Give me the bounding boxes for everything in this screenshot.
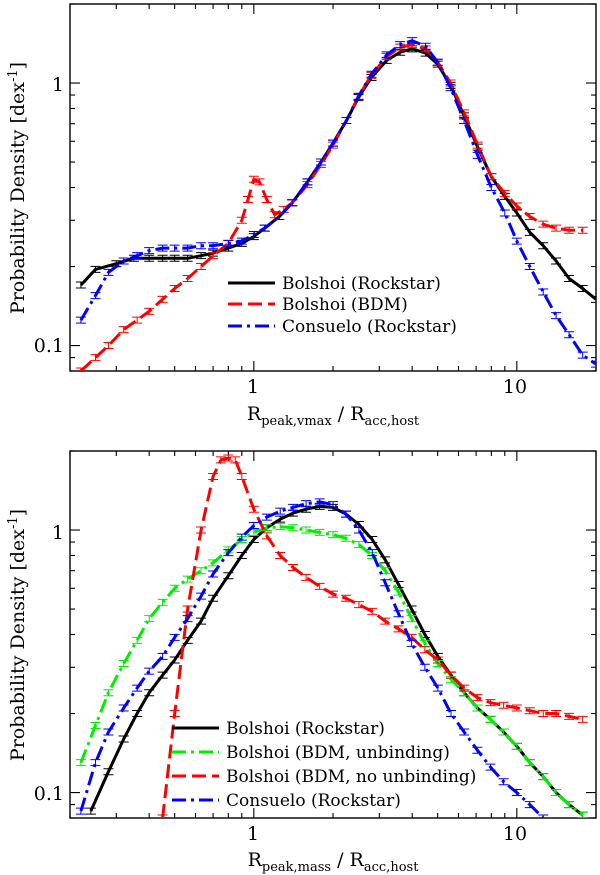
bottom-ytick-label-0.1: 0.1 xyxy=(34,783,64,805)
top-plot-frame xyxy=(69,3,597,372)
bottom-legend: Bolshoi (Rockstar) Bolshoi (BDM, unbindi… xyxy=(172,719,476,811)
bottom-errorbar-bolshoi-bdm-no-unbinding xyxy=(236,472,247,480)
bottom-xtick-label-1: 1 xyxy=(247,823,259,845)
top-x-axis-label: Rpeak,vmax / Racc,host xyxy=(247,403,420,429)
top-errorbar-consuelo-rockstar xyxy=(196,242,207,250)
top-ticks xyxy=(69,3,597,372)
bottom-legend-label-bdm-unbinding: Bolshoi (BDM, unbinding) xyxy=(226,743,450,763)
bottom-errorbar-bolshoi-bdm-no-unbinding xyxy=(538,710,549,718)
bottom-y-axis-label: Probability Density [dex-1] xyxy=(6,509,29,761)
bottom-line-consuelo-rockstar xyxy=(79,500,545,818)
top-ytick-label-0.1: 0.1 xyxy=(34,335,64,357)
bottom-series-bolshoi-bdm-no-unbinding xyxy=(157,454,588,818)
top-legend-label-bolshoi-bdm: Bolshoi (BDM) xyxy=(282,295,408,315)
top-legend-label-bolshoi-rockstar: Bolshoi (Rockstar) xyxy=(282,274,441,294)
top-line-bolshoi-bdm xyxy=(79,43,583,371)
top-legend-label-consuelo-rockstar: Consuelo (Rockstar) xyxy=(282,317,457,337)
bottom-errorbar-bolshoi-bdm-unbinding xyxy=(328,531,338,539)
bottom-errorbar-bolshoi-bdm-no-unbinding xyxy=(498,701,509,709)
bottom-legend-label-bolshoi-rockstar: Bolshoi (Rockstar) xyxy=(226,719,385,739)
bottom-legend-label-bdm-no-unbinding: Bolshoi (BDM, no unbinding) xyxy=(226,767,476,787)
bottom-series-bolshoi-bdm-unbinding xyxy=(75,523,588,818)
bottom-ytick-label-1: 1 xyxy=(52,522,64,544)
top-y-axis-label: Probability Density [dex-1] xyxy=(6,62,29,314)
top-panel: 1 10 0.1 1 Rpeak,vmax / Racc,host Probab… xyxy=(6,3,597,429)
bottom-errorbar-bolshoi-bdm-unbinding xyxy=(301,526,312,534)
bottom-x-axis-label: Rpeak,mass / Racc,host xyxy=(248,849,420,875)
top-errorbar-consuelo-rockstar xyxy=(499,209,510,217)
top-xtick-label-10: 10 xyxy=(503,376,527,398)
bottom-line-bolshoi-bdm-no-unbinding xyxy=(161,456,584,818)
top-series-bolshoi-rockstar xyxy=(75,45,596,303)
bottom-errorbar-consuelo-rockstar xyxy=(301,500,312,508)
bottom-errorbar-bolshoi-bdm-no-unbinding xyxy=(577,715,588,723)
top-xtick-label-1: 1 xyxy=(247,376,259,398)
bottom-xtick-label-10: 10 xyxy=(503,823,527,845)
top-series-consuelo-rockstar xyxy=(75,37,596,368)
top-legend: Bolshoi (Rockstar) Bolshoi (BDM) Consuel… xyxy=(228,274,457,337)
bottom-errorbar-bolshoi-bdm-unbinding xyxy=(275,523,286,531)
bottom-series-group xyxy=(75,454,588,818)
bottom-legend-label-consuelo-rockstar: Consuelo (Rockstar) xyxy=(226,791,401,811)
top-errorbar-bolshoi-bdm xyxy=(551,224,562,232)
bottom-ticks xyxy=(69,450,597,819)
top-series-group xyxy=(75,37,596,371)
top-ytick-label-1: 1 xyxy=(52,74,64,96)
bottom-panel: 1 10 0.1 1 Rpeak,mass / Racc,host Probab… xyxy=(6,450,597,875)
bottom-errorbar-consuelo-rockstar xyxy=(419,663,430,671)
top-line-consuelo-rockstar xyxy=(79,39,596,366)
bottom-series-consuelo-rockstar xyxy=(75,498,549,818)
